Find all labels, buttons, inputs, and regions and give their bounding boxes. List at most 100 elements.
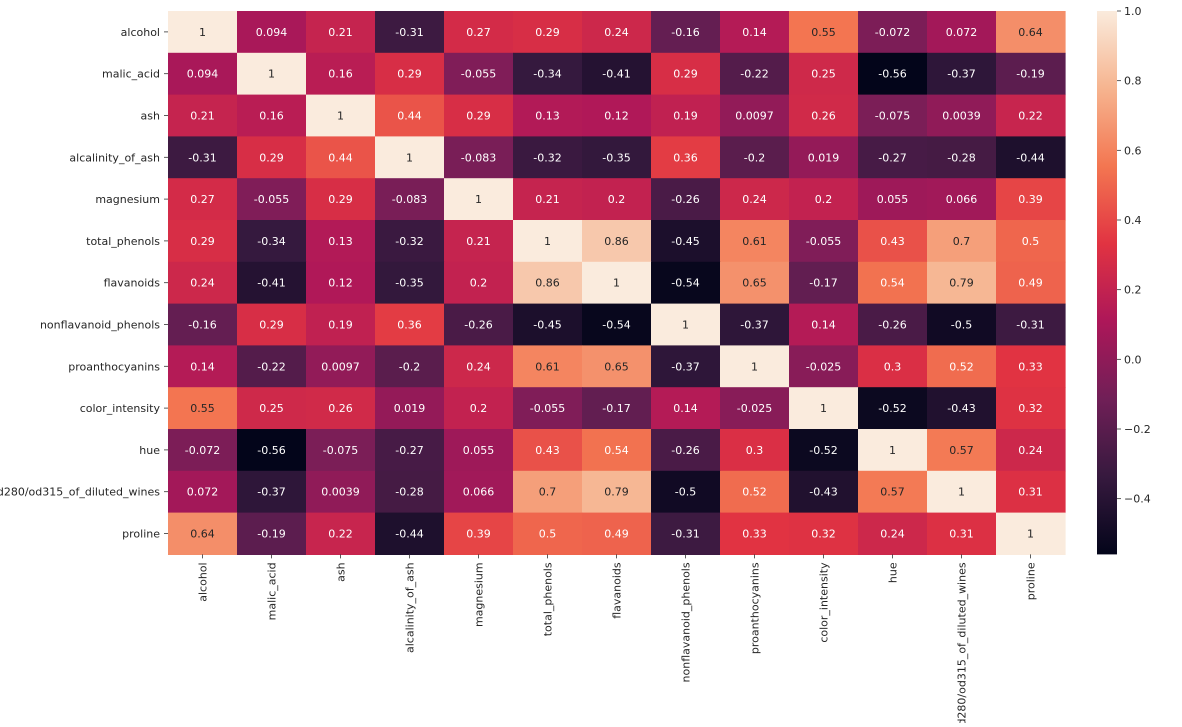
cell-value-label: -0.26 xyxy=(878,319,906,332)
cell-value-label: 0.0039 xyxy=(321,486,360,499)
heatmap-cell xyxy=(789,261,859,305)
heatmap-cell xyxy=(306,261,376,305)
heatmap-cell xyxy=(651,303,721,346)
cell-value-label: -0.54 xyxy=(602,319,630,332)
heatmap-cell xyxy=(444,470,514,514)
heatmap-cell xyxy=(789,512,859,555)
heatmap-cell xyxy=(720,220,790,263)
cell-value-label: -0.072 xyxy=(875,26,910,39)
y-tick-label: color_intensity xyxy=(80,402,161,415)
cell-value-label: -0.16 xyxy=(188,319,216,332)
cell-value-label: -0.43 xyxy=(947,402,975,415)
heatmap-cell xyxy=(789,136,859,179)
colorbar-tick-label: 0.2 xyxy=(1124,284,1142,297)
cell-value-label: -0.52 xyxy=(809,444,837,457)
cell-value-label: -0.37 xyxy=(671,360,699,373)
cell-value-label: -0.025 xyxy=(737,402,772,415)
colorbar-tick-label: −0.2 xyxy=(1124,423,1151,436)
cell-value-label: -0.27 xyxy=(878,151,906,164)
cell-value-label: 0.52 xyxy=(742,486,767,499)
heatmap-cell xyxy=(858,512,928,555)
heatmap-cell xyxy=(858,11,928,54)
cell-value-label: 0.65 xyxy=(604,360,629,373)
heatmap-cell xyxy=(789,470,859,514)
cell-value-label: 0.19 xyxy=(673,110,698,123)
cell-value-label: 1 xyxy=(544,235,551,248)
cell-value-label: -0.083 xyxy=(461,151,496,164)
heatmap-cell xyxy=(237,303,307,346)
cell-value-label: 0.072 xyxy=(946,26,978,39)
heatmap-cell xyxy=(168,136,238,179)
heatmap-cell xyxy=(996,345,1066,388)
heatmap-cell xyxy=(927,387,997,430)
cell-value-label: -0.28 xyxy=(947,151,975,164)
y-tick-label: alcalinity_of_ash xyxy=(69,151,160,164)
y-tick-label: magnesium xyxy=(95,193,160,206)
heatmap-cell xyxy=(375,11,445,54)
cell-value-label: 0.64 xyxy=(190,528,215,541)
heatmap-cell xyxy=(927,94,997,137)
heatmap-cell xyxy=(789,220,859,263)
heatmap-cell xyxy=(651,387,721,430)
heatmap-cell xyxy=(651,429,721,472)
heatmap-cell xyxy=(996,387,1066,430)
cell-value-label: 0.0097 xyxy=(735,110,774,123)
cell-value-label: -0.055 xyxy=(461,68,496,81)
heatmap-cell xyxy=(651,512,721,555)
cell-value-label: 0.094 xyxy=(256,26,288,39)
cell-value-label: -0.34 xyxy=(533,68,561,81)
cell-value-label: -0.072 xyxy=(185,444,220,457)
cell-value-label: -0.41 xyxy=(602,68,630,81)
cell-value-label: 0.24 xyxy=(604,26,629,39)
heatmap-cell xyxy=(375,94,445,137)
heatmap-cell xyxy=(168,178,238,221)
x-tick-label: od280/od315_of_diluted_wines xyxy=(956,562,969,723)
cell-value-label: 0.25 xyxy=(259,402,284,415)
colorbar: 1.0 0.8 0.6 0.4 0.2 0.0 −0.2 −0.4 xyxy=(1097,5,1151,555)
heatmap-cell xyxy=(513,94,583,137)
heatmap-cell xyxy=(513,136,583,179)
heatmap-cell xyxy=(858,136,928,179)
cell-value-label: 1 xyxy=(475,193,482,206)
cell-value-label: 0.24 xyxy=(1018,444,1043,457)
cell-value-label: 0.14 xyxy=(190,360,215,373)
cell-value-label: 0.29 xyxy=(673,68,698,81)
cell-value-label: 0.21 xyxy=(466,235,491,248)
heatmap-cell xyxy=(237,261,307,305)
cell-value-label: 0.27 xyxy=(190,193,215,206)
heatmap-cell xyxy=(168,52,238,96)
cell-value-label: 0.32 xyxy=(811,528,836,541)
cell-value-label: -0.44 xyxy=(1016,151,1044,164)
colorbar-tick-label: 0.6 xyxy=(1124,144,1142,157)
cell-value-label: -0.5 xyxy=(951,319,972,332)
cell-value-label: 0.019 xyxy=(394,402,426,415)
cell-value-label: 0.21 xyxy=(535,193,560,206)
heatmap-cell xyxy=(789,345,859,388)
heatmap-cell xyxy=(651,345,721,388)
cell-value-label: 0.072 xyxy=(187,486,219,499)
cell-value-label: 1 xyxy=(820,402,827,415)
cell-value-label: -0.56 xyxy=(257,444,285,457)
heatmap-cell xyxy=(996,136,1066,179)
heatmap-cell xyxy=(237,136,307,179)
cell-value-label: -0.35 xyxy=(602,151,630,164)
heatmap-cell xyxy=(375,512,445,555)
cell-value-label: -0.26 xyxy=(671,193,699,206)
heatmap-cell xyxy=(306,136,376,179)
heatmap-cell xyxy=(513,220,583,263)
heatmap-cell xyxy=(513,345,583,388)
heatmap-cell xyxy=(927,261,997,305)
heatmap-cell xyxy=(996,512,1066,555)
cell-value-label: 0.24 xyxy=(880,528,905,541)
heatmap-cell xyxy=(789,178,859,221)
heatmap-cell xyxy=(375,52,445,96)
heatmap-cell xyxy=(927,303,997,346)
heatmap-cell xyxy=(168,261,238,305)
heatmap-cell xyxy=(651,220,721,263)
heatmap-cell xyxy=(168,303,238,346)
cell-value-label: 0.31 xyxy=(949,528,974,541)
cell-value-label: -0.025 xyxy=(806,360,841,373)
cell-value-label: 1 xyxy=(1027,528,1034,541)
heatmap-cell xyxy=(789,429,859,472)
